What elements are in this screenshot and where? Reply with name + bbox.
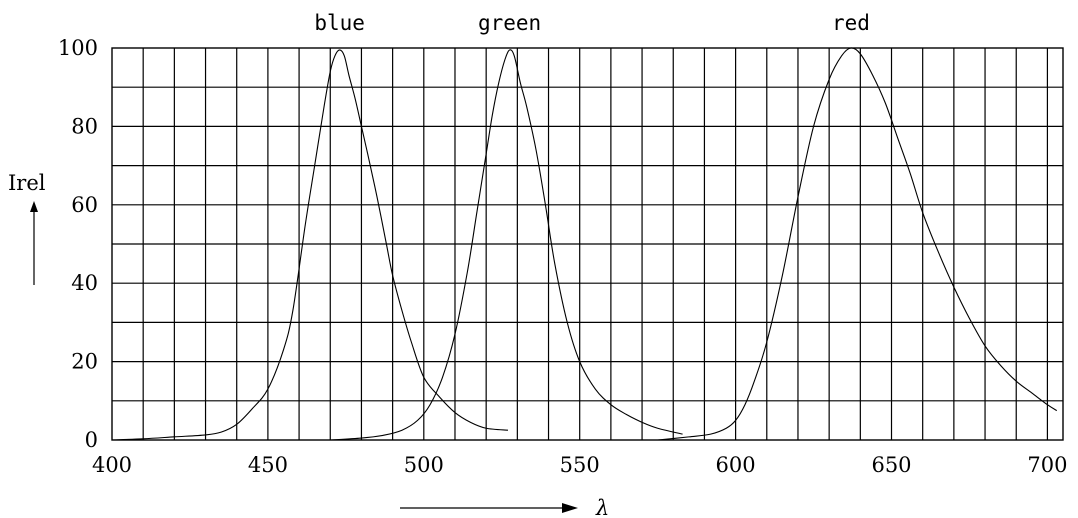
series-label-green: green	[478, 11, 541, 35]
x-tick-label: 550	[560, 453, 600, 477]
series-line-blue	[111, 49, 509, 441]
series-label-red: red	[832, 11, 870, 35]
grid	[112, 48, 1063, 440]
x-axis-arrow	[400, 503, 578, 513]
y-tick-label: 100	[58, 36, 98, 60]
x-axis-title: λ	[595, 496, 609, 518]
series-line-green	[330, 49, 683, 441]
series-line-red	[657, 47, 1058, 441]
y-tick-label: 60	[71, 193, 98, 217]
x-tick-label: 600	[716, 453, 756, 477]
series-label-blue: blue	[314, 11, 365, 35]
y-tick-label: 0	[85, 428, 98, 452]
x-tick-label: 650	[871, 453, 911, 477]
x-tick-label: 400	[92, 453, 132, 477]
y-tick-label: 20	[71, 350, 98, 374]
series-labels: blue green red	[314, 11, 870, 35]
tick-labels: 400 450 500 550 600 650 700 0 20 40 60 80 100	[58, 36, 1068, 477]
plot-frame	[111, 47, 1064, 441]
x-tick-label: 700	[1027, 453, 1067, 477]
y-tick-label: 80	[71, 114, 98, 138]
y-axis-arrow	[30, 201, 38, 285]
x-tick-label: 500	[404, 453, 444, 477]
y-axis-title: Irel	[8, 171, 46, 195]
y-tick-label: 40	[71, 271, 98, 295]
x-tick-label: 450	[248, 453, 288, 477]
curves	[111, 47, 1058, 441]
